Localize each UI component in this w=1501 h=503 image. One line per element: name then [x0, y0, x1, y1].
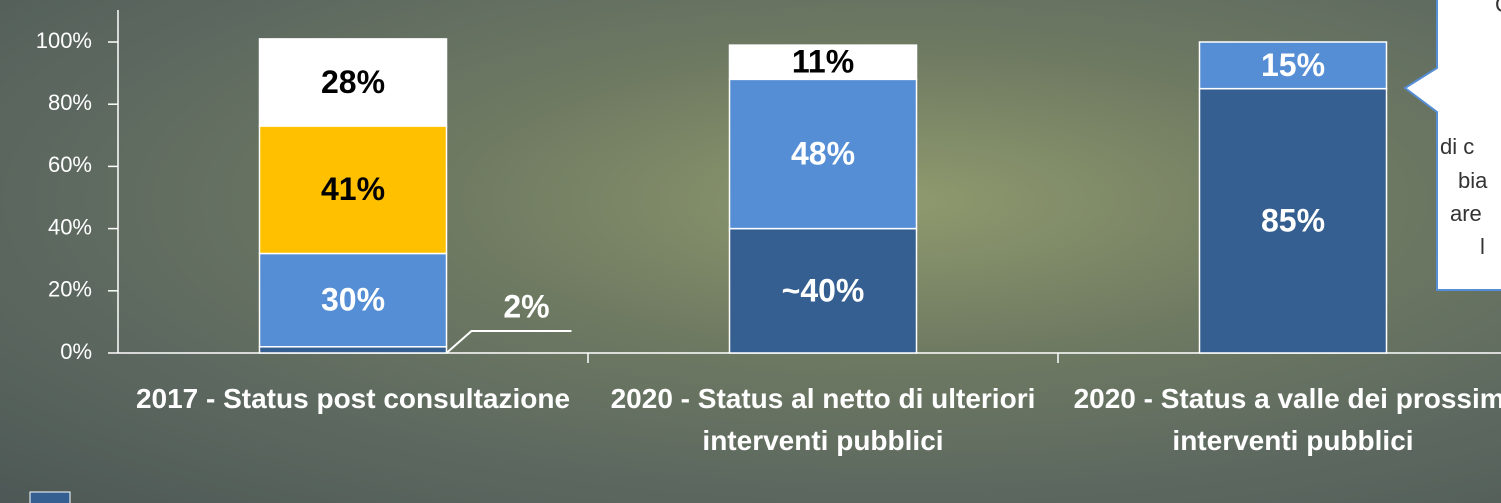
data-label: 41% — [321, 171, 385, 207]
x-tick-label: 2017 - Status post consultazione — [135, 383, 571, 414]
y-tick-label: 100% — [36, 28, 92, 53]
x-tick-label: 2020 - Status a valle dei prossimi inter… — [1073, 383, 1501, 456]
bar-segment — [1198, 41, 1388, 90]
callout-text: bia — [1458, 168, 1488, 193]
bar-segment — [728, 227, 918, 354]
y-tick-label: 40% — [48, 214, 92, 239]
y-tick-label: 0% — [60, 339, 92, 364]
data-label: 28% — [321, 64, 385, 100]
callout-text: C — [1495, 0, 1501, 17]
data-label: 11% — [792, 44, 854, 80]
bar-segment — [258, 252, 448, 348]
legend-swatch — [29, 491, 71, 503]
x-tick-label: 2020 - Status al netto di ulteriori inte… — [610, 383, 1036, 456]
bar-segment — [258, 346, 448, 354]
bar-segment — [258, 38, 448, 127]
data-label: 85% — [1261, 202, 1325, 238]
bar-segment — [1198, 87, 1388, 354]
callout-text: are — [1450, 201, 1482, 226]
y-tick-label: 80% — [48, 90, 92, 115]
y-tick-label: 20% — [48, 277, 92, 302]
callout-text: di c — [1440, 134, 1474, 159]
data-label: 15% — [1261, 47, 1325, 83]
bar-segment — [728, 44, 918, 81]
bar-segment — [728, 78, 918, 230]
data-label: ~40% — [782, 272, 865, 308]
leader-line — [445, 330, 572, 354]
data-label: 2% — [503, 288, 549, 324]
data-label: 48% — [791, 135, 855, 171]
callout-box — [1403, 0, 1501, 291]
bar-segment — [258, 125, 448, 255]
y-tick-label: 60% — [48, 152, 92, 177]
callout-text: l — [1480, 234, 1485, 259]
data-label: 30% — [321, 282, 385, 318]
